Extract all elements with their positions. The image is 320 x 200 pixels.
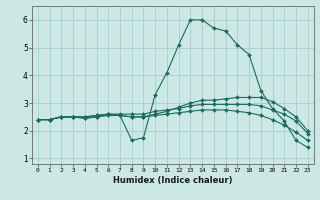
X-axis label: Humidex (Indice chaleur): Humidex (Indice chaleur) [113, 176, 233, 185]
